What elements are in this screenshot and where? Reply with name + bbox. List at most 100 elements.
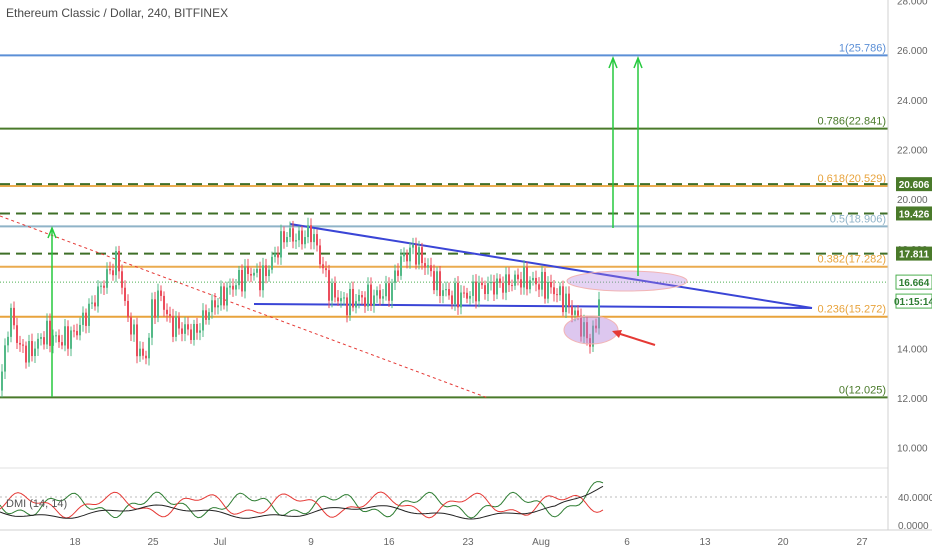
candle-body bbox=[223, 286, 225, 306]
candle-body bbox=[505, 274, 507, 293]
candle-body bbox=[481, 282, 483, 286]
candle-body bbox=[175, 316, 177, 337]
candle-body bbox=[358, 295, 360, 302]
candle-body bbox=[295, 240, 297, 242]
candle-body bbox=[40, 337, 42, 339]
candle-body bbox=[394, 270, 396, 283]
candle-body bbox=[289, 228, 291, 238]
candle-body bbox=[19, 342, 21, 345]
candle-body bbox=[106, 269, 108, 288]
candle-body bbox=[319, 245, 321, 265]
candle-body bbox=[217, 305, 219, 308]
candle-body bbox=[568, 293, 570, 307]
candle-body bbox=[82, 312, 84, 325]
candle-body bbox=[352, 288, 354, 308]
candle-body bbox=[304, 237, 306, 245]
candle-body bbox=[478, 282, 480, 302]
candle-body bbox=[136, 324, 138, 357]
candle-body bbox=[49, 320, 51, 346]
green-arrow-head bbox=[47, 225, 57, 239]
candle-body bbox=[490, 281, 492, 284]
candle-body bbox=[580, 315, 582, 337]
candle-body bbox=[538, 284, 540, 290]
candle-body bbox=[145, 355, 147, 359]
candle-body bbox=[130, 317, 132, 335]
candle-body bbox=[397, 270, 399, 276]
candle-body bbox=[241, 270, 243, 292]
candle-body bbox=[31, 341, 33, 357]
candle-body bbox=[553, 287, 555, 295]
candle-body bbox=[469, 295, 471, 299]
candle-body bbox=[385, 283, 387, 297]
red-arrow-head bbox=[612, 330, 622, 338]
candle-body bbox=[133, 324, 135, 335]
candle-body bbox=[46, 320, 48, 345]
candle-body bbox=[502, 282, 504, 293]
candle-body bbox=[283, 231, 285, 243]
annotations bbox=[47, 55, 688, 397]
candle-body bbox=[577, 310, 579, 316]
candle-body bbox=[43, 337, 45, 345]
price-tag bbox=[896, 177, 932, 192]
candle-body bbox=[109, 269, 111, 271]
candle-body bbox=[460, 292, 462, 308]
osc-plus-di-line bbox=[0, 481, 604, 519]
candle-body bbox=[343, 297, 345, 299]
candle-body bbox=[400, 256, 402, 276]
candle-body bbox=[340, 298, 342, 302]
candle-body bbox=[307, 225, 309, 238]
candle-body bbox=[367, 284, 369, 307]
candle-body bbox=[406, 253, 408, 262]
candle-body bbox=[427, 265, 429, 268]
candle-body bbox=[232, 285, 234, 290]
candle-body bbox=[52, 335, 54, 346]
candle-body bbox=[595, 325, 597, 329]
candle-body bbox=[328, 270, 330, 301]
fib-level-label: 0.786(22.841) bbox=[818, 116, 887, 128]
fib-level-label: 0(12.025) bbox=[839, 384, 886, 396]
x-tick-label: 18 bbox=[69, 537, 81, 548]
candle-body bbox=[187, 324, 189, 330]
candle-body bbox=[151, 299, 153, 338]
candle-body bbox=[310, 225, 312, 243]
red-dashed-trendline bbox=[0, 215, 489, 399]
candle-body bbox=[166, 309, 168, 315]
price-tag-label: 01:15:14 bbox=[894, 297, 932, 308]
osc-adx-line bbox=[0, 485, 604, 520]
candle-body bbox=[544, 271, 546, 299]
candle-body bbox=[487, 283, 489, 295]
candle-body bbox=[202, 310, 204, 331]
candle-body bbox=[73, 330, 75, 332]
candle-body bbox=[550, 281, 552, 288]
candle-body bbox=[70, 330, 72, 349]
candle-body bbox=[382, 296, 384, 299]
x-tick-label: 6 bbox=[624, 537, 630, 548]
candle-body bbox=[196, 323, 198, 333]
time-axis: 18 25 Jul 9 16 23 Aug 6 13 20 27 bbox=[0, 529, 932, 548]
candle-body bbox=[511, 285, 513, 287]
candle-body bbox=[34, 348, 36, 357]
candle-body bbox=[154, 299, 156, 318]
candle-body bbox=[160, 290, 162, 296]
price-tag bbox=[895, 293, 932, 309]
candle-body bbox=[526, 267, 528, 290]
candle-body bbox=[403, 253, 405, 257]
candle-body bbox=[376, 290, 378, 296]
candle-body bbox=[16, 325, 18, 343]
candle-body bbox=[514, 274, 516, 286]
candle-body bbox=[253, 272, 255, 276]
candle-body bbox=[562, 286, 564, 313]
candle-body bbox=[457, 282, 459, 308]
candle-body bbox=[520, 279, 522, 288]
osc-tick-label: 0.0000 bbox=[898, 521, 929, 532]
candle-body bbox=[169, 314, 171, 316]
candle-body bbox=[466, 292, 468, 299]
fibonacci-levels: 1(25.786) 0.786(22.841) 0.618(20.529) 0.5(1… bbox=[0, 42, 888, 399]
candle-body bbox=[25, 345, 27, 363]
candle-body bbox=[274, 253, 276, 257]
candle-body bbox=[250, 273, 252, 276]
candle-body bbox=[334, 282, 336, 298]
candle-body bbox=[523, 267, 525, 288]
candle-body bbox=[298, 230, 300, 241]
